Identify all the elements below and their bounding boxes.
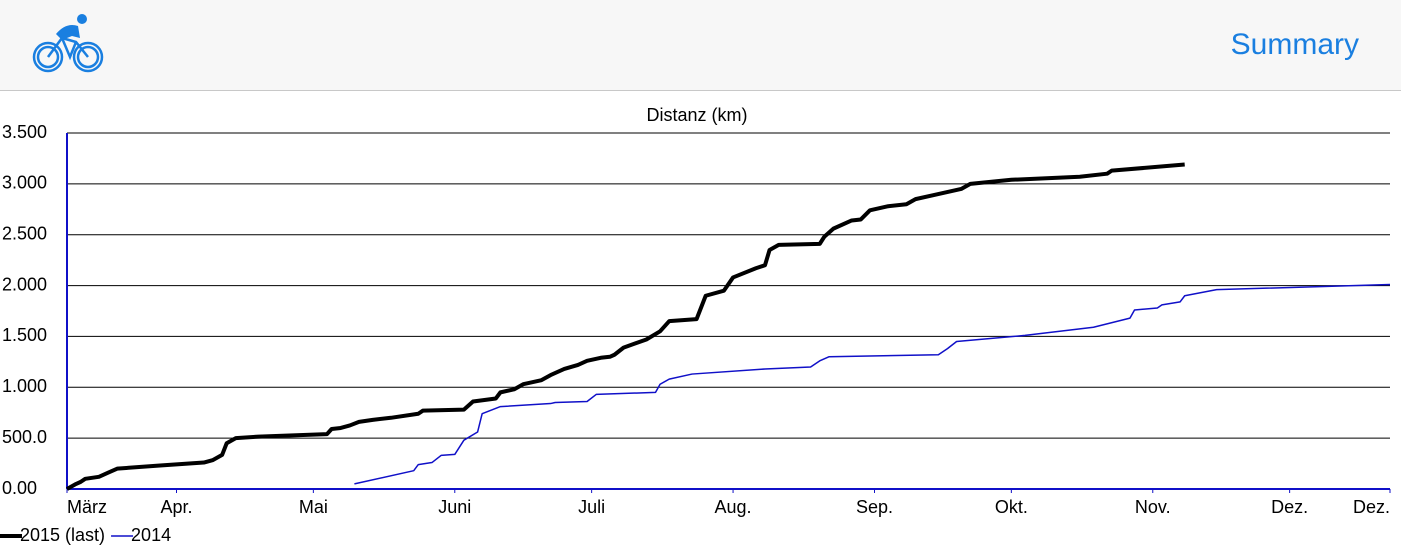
legend-label: 2014 <box>131 525 171 545</box>
x-tick-label: Dez. <box>1271 497 1308 517</box>
y-tick-label: 0.00 <box>2 478 37 498</box>
x-tick-label: Juli <box>578 497 605 517</box>
chart-title: Distanz (km) <box>646 105 747 125</box>
y-tick-label: 1.500 <box>2 325 47 345</box>
x-tick-label: Mai <box>299 497 328 517</box>
series-line <box>66 162 1185 491</box>
header-bar: Summary <box>0 0 1401 91</box>
y-tick-label: 2.500 <box>2 223 47 243</box>
legend-label: 2015 (last) <box>20 525 105 545</box>
x-tick-label: Okt. <box>995 497 1028 517</box>
y-tick-label: 3.500 <box>2 122 47 142</box>
x-tick-label: März <box>67 497 107 517</box>
series-line <box>354 283 1391 485</box>
x-tick-label: Sep. <box>856 497 893 517</box>
summary-button[interactable]: Summary <box>1230 28 1359 61</box>
y-tick-label: 500.0 <box>2 427 47 447</box>
x-tick-label: Juni <box>438 497 471 517</box>
chart: Distanz (km) 0.00 500.0 1.000 1.500 2.000 2.5… <box>0 105 1391 545</box>
x-tick-label: Aug. <box>715 497 752 517</box>
y-tick-label: 2.000 <box>2 274 47 294</box>
x-tick-label: Dez. <box>1353 497 1390 517</box>
x-tick-label: Apr. <box>160 497 192 517</box>
y-tick-label: 1.000 <box>2 376 47 396</box>
x-tick-label: Nov. <box>1135 497 1171 517</box>
bike-icon[interactable] <box>32 12 106 74</box>
y-tick-label: 3.000 <box>2 173 47 193</box>
